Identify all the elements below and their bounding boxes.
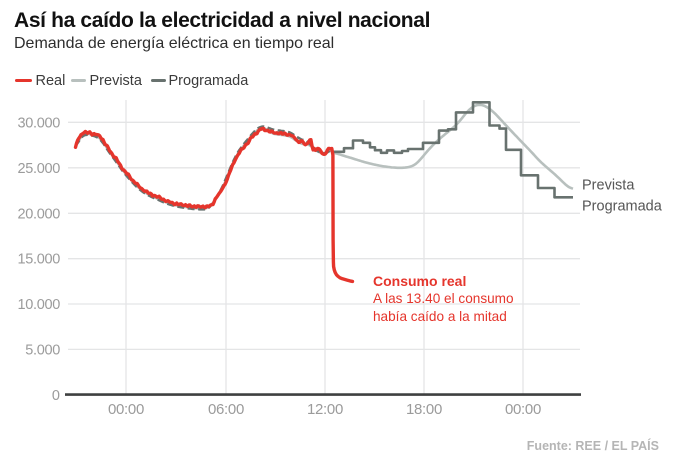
svg-text:10.000: 10.000 xyxy=(17,297,60,313)
svg-text:00:00: 00:00 xyxy=(505,401,541,418)
svg-text:20.000: 20.000 xyxy=(17,206,60,222)
svg-text:0: 0 xyxy=(52,388,60,404)
svg-text:Fuente: REE / EL PAÍS: Fuente: REE / EL PAÍS xyxy=(527,438,659,453)
svg-text:Programada: Programada xyxy=(582,199,663,215)
svg-text:30.000: 30.000 xyxy=(17,115,60,131)
svg-text:A las 13.40 el consumo: A las 13.40 el consumo xyxy=(373,291,514,306)
svg-text:12:00: 12:00 xyxy=(307,401,343,418)
svg-text:15.000: 15.000 xyxy=(17,252,60,268)
svg-text:Prevista: Prevista xyxy=(582,178,635,194)
svg-text:había caído a la mitad: había caído a la mitad xyxy=(373,309,507,324)
svg-text:5.000: 5.000 xyxy=(25,342,60,358)
svg-text:Consumo real: Consumo real xyxy=(373,273,466,289)
svg-text:25.000: 25.000 xyxy=(17,161,60,177)
svg-text:00:00: 00:00 xyxy=(108,401,144,418)
svg-text:06:00: 06:00 xyxy=(208,401,244,418)
svg-text:18:00: 18:00 xyxy=(406,401,442,418)
